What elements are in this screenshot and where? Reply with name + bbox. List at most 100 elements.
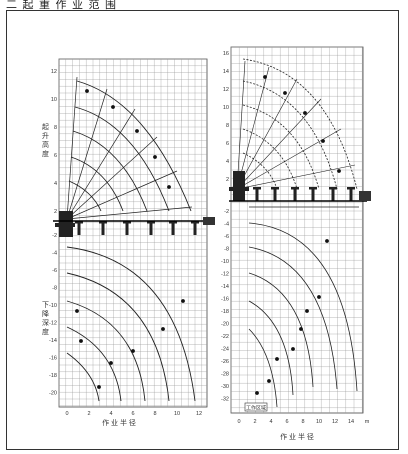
- right-outrigger: [273, 189, 277, 201]
- right-outrigger-cap: [253, 187, 261, 190]
- right-outrigger: [255, 189, 259, 201]
- left-x-tick: 2: [87, 411, 90, 417]
- left-outrigger: [125, 223, 129, 235]
- left-outrigger: [149, 223, 153, 235]
- left-load-point: [97, 385, 101, 389]
- right-y-tick-top: 12: [223, 87, 229, 93]
- left-working-range-chart: 0 2 4 6 8 10 12 12 10 8 6 4 2 -2 -4 -6 -8 -10 -12 -14 -16 -1…: [42, 58, 215, 427]
- left-outrigger-cap: [147, 221, 155, 224]
- left-load-point: [167, 185, 171, 189]
- left-y-tick-bottom: -4: [52, 251, 57, 257]
- right-outrigger: [293, 189, 297, 201]
- right-x-tick: 14: [348, 419, 354, 425]
- right-ground-marker: [359, 191, 371, 201]
- left-load-point: [75, 309, 79, 313]
- right-y-tick-top: 10: [223, 105, 229, 111]
- right-load-point: [299, 327, 303, 331]
- left-x-tick: 6: [131, 411, 134, 417]
- left-y-tick-top: 6: [54, 153, 57, 159]
- left-y-tick-bottom: -2: [52, 233, 57, 239]
- right-x-tick-labels: 0 2 4 6 8 10 12 14 m: [237, 419, 369, 425]
- left-y-label-bottom: 下 降 深 度: [42, 301, 50, 336]
- right-x-tick: m: [365, 419, 370, 425]
- right-y-tick-top: 4: [226, 159, 229, 165]
- left-y-tick-top: 2: [54, 209, 57, 215]
- left-load-points: [75, 89, 185, 389]
- right-outrigger-cap: [309, 187, 317, 190]
- right-working-range-chart: 工作区域 0 2 4 6 8 10 12 14 m 16 14 12 10 8 6 4 2 -2 -4 -6 -8 -1…: [221, 46, 371, 441]
- right-y-tick-bottom: -24: [221, 347, 229, 353]
- left-y-tick-labels: 12 10 8 6 4 2 -2 -4 -6 -8 -10 -12 -14 -16 -18 -20: [49, 69, 57, 397]
- right-x-tick: 4: [269, 419, 272, 425]
- left-outrigger-cap: [169, 221, 177, 224]
- left-load-point: [153, 155, 157, 159]
- left-outrigger: [101, 223, 105, 235]
- right-load-point: [283, 91, 287, 95]
- right-y-tick-labels: 16 14 12 10 8 6 4 2 -2 -4 -6 -8 -10 -12 -14 -16 -18 -20 -2…: [221, 51, 229, 403]
- right-outrigger-cap: [347, 187, 355, 190]
- right-y-tick-bottom: -6: [224, 234, 229, 240]
- right-y-tick-bottom: -22: [221, 334, 229, 340]
- left-load-point: [161, 327, 165, 331]
- right-outrigger: [331, 189, 335, 201]
- right-y-tick-bottom: -28: [221, 372, 229, 378]
- right-load-point: [291, 347, 295, 351]
- left-load-point: [111, 105, 115, 109]
- left-y-tick-bottom: -14: [49, 338, 57, 344]
- right-y-tick-bottom: -12: [221, 272, 229, 278]
- right-x-tick: 0: [237, 419, 240, 425]
- right-crane-body: [229, 171, 249, 201]
- right-y-tick-bottom: -26: [221, 359, 229, 365]
- right-load-point: [303, 111, 307, 115]
- right-load-point: [263, 75, 267, 79]
- left-range-arcs-lower: [66, 246, 196, 402]
- left-outrigger-cap: [123, 221, 131, 224]
- right-work-area-label: 工作区域: [246, 405, 266, 412]
- right-load-point: [255, 391, 259, 395]
- left-y-label-top: 起 升 高 度: [42, 123, 50, 158]
- left-outrigger-markers: [75, 221, 199, 235]
- left-y-tick-bottom: -18: [49, 373, 57, 379]
- right-chart-grid: [230, 46, 363, 413]
- right-x-tick: 6: [285, 419, 288, 425]
- crane-working-range-diagram: 0 2 4 6 8 10 12 12 10 8 6 4 2 -2 -4 -6 -8 -10 -12 -14 -16 -1…: [42, 46, 371, 441]
- right-range-arcs-upper: [242, 58, 358, 190]
- right-load-points: [255, 75, 341, 395]
- left-outrigger: [193, 223, 197, 235]
- right-y-tick-top: 6: [226, 141, 229, 147]
- right-y-tick-bottom: -8: [224, 247, 229, 253]
- right-load-point: [337, 169, 341, 173]
- left-x-tick: 0: [65, 411, 68, 417]
- right-work-area-box: [244, 402, 268, 412]
- figure-frame: 0 2 4 6 8 10 12 12 10 8 6 4 2 -2 -4 -6 -8 -10 -12 -14 -16 -1…: [6, 10, 399, 450]
- right-y-tick-top: 14: [223, 69, 229, 75]
- left-y-tick-top: 10: [51, 97, 57, 103]
- right-outrigger-cap: [291, 187, 299, 190]
- left-y-tick-bottom: -16: [49, 356, 57, 362]
- right-x-tick: 2: [253, 419, 256, 425]
- right-outrigger-cap: [329, 187, 337, 190]
- right-x-tick: 12: [332, 419, 338, 425]
- left-load-point: [131, 349, 135, 353]
- left-y-tick-bottom: -8: [52, 286, 57, 292]
- right-y-tick-bottom: -2: [224, 209, 229, 215]
- left-ground-marker: [203, 217, 215, 225]
- right-y-tick-bottom: -18: [221, 309, 229, 315]
- left-outrigger-cap: [191, 221, 199, 224]
- left-outrigger-cap: [75, 221, 83, 224]
- right-outrigger: [311, 189, 315, 201]
- left-y-tick-bottom: -10: [49, 303, 57, 309]
- right-x-tick: 10: [316, 419, 322, 425]
- figure-caption: 二 起 重 作 业 范 围: [6, 0, 117, 11]
- right-load-point: [321, 139, 325, 143]
- right-load-point: [305, 309, 309, 313]
- right-x-tick: 8: [301, 419, 304, 425]
- left-x-tick: 12: [196, 411, 202, 417]
- right-y-tick-bottom: -10: [221, 259, 229, 265]
- left-load-point: [135, 129, 139, 133]
- right-y-tick-bottom: -20: [221, 322, 229, 328]
- right-boom-lines: [236, 60, 356, 190]
- left-y-tick-bottom: -20: [49, 391, 57, 397]
- right-outrigger-markers: [253, 187, 355, 201]
- left-y-tick-top: 4: [54, 181, 57, 187]
